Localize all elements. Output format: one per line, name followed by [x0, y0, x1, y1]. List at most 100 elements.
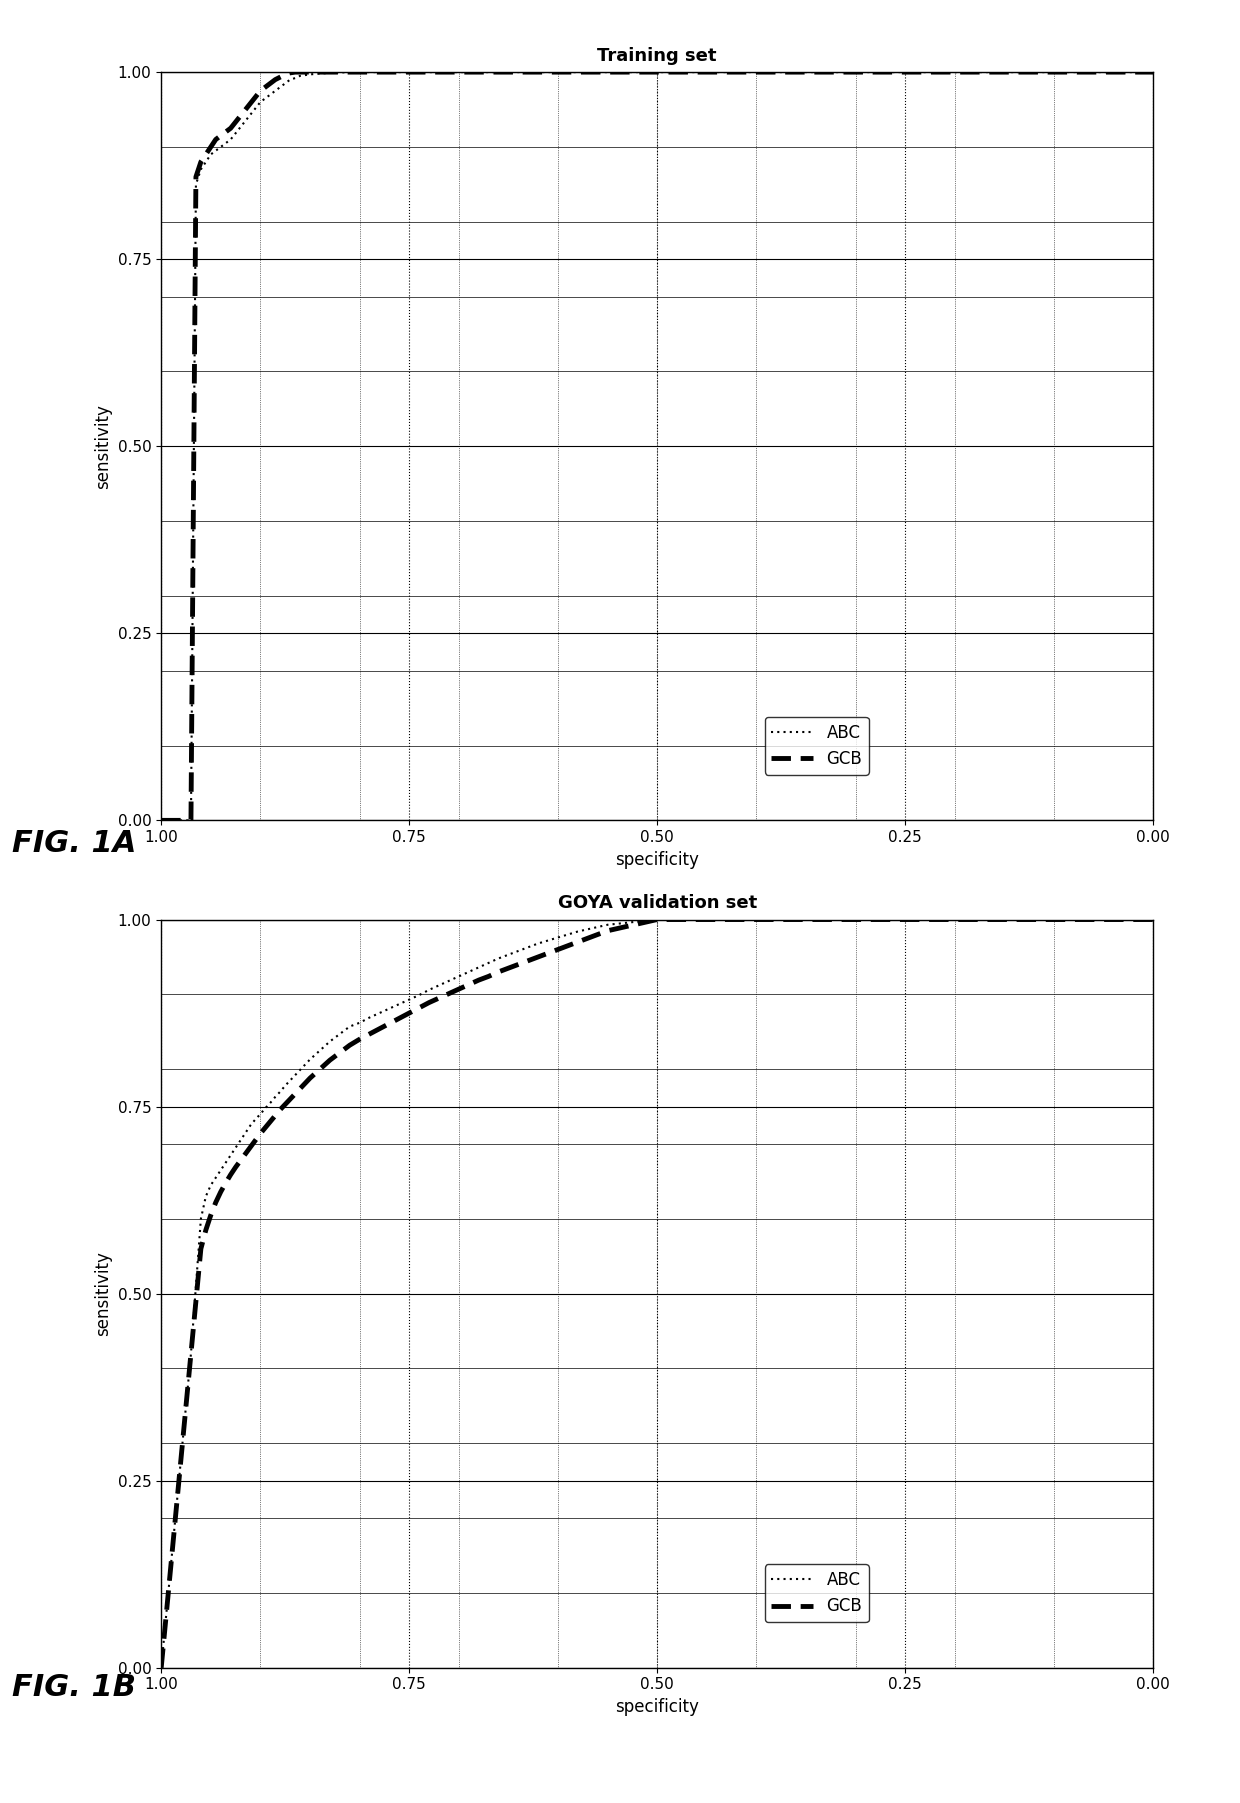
GCB	[193, 151, 208, 173]
ABC	[293, 65, 308, 87]
ABC	[650, 909, 665, 930]
ABC	[898, 61, 913, 83]
ABC	[392, 993, 407, 1015]
GCB	[238, 99, 253, 121]
ABC	[352, 61, 367, 83]
GCB	[1146, 909, 1161, 930]
GCB	[402, 61, 417, 83]
Line: GCB: GCB	[161, 920, 1153, 1668]
GCB	[223, 117, 238, 139]
ABC	[259, 87, 274, 108]
ABC	[255, 88, 270, 110]
GCB	[250, 83, 265, 105]
ABC	[274, 76, 289, 97]
GCB	[270, 67, 285, 88]
Y-axis label: sensitivity: sensitivity	[94, 1251, 112, 1336]
GCB	[229, 110, 244, 132]
ABC	[198, 151, 213, 173]
GCB	[213, 124, 228, 146]
ABC	[283, 69, 298, 90]
ABC	[551, 927, 565, 948]
ABC	[213, 135, 228, 157]
GCB	[650, 61, 665, 83]
ABC	[154, 810, 169, 831]
GCB	[226, 114, 241, 135]
GCB	[277, 65, 291, 87]
ABC	[288, 67, 303, 88]
ABC	[193, 159, 208, 180]
ABC	[236, 114, 250, 135]
ABC	[280, 70, 295, 92]
ABC	[188, 173, 203, 195]
GCB	[268, 69, 283, 90]
GCB	[263, 1111, 278, 1132]
X-axis label: specificity: specificity	[615, 851, 699, 869]
ABC	[263, 1093, 278, 1114]
ABC	[1146, 909, 1161, 930]
ABC	[342, 61, 357, 83]
ABC	[332, 61, 347, 83]
ABC	[208, 141, 223, 162]
ABC	[268, 79, 283, 101]
ABC	[241, 106, 255, 128]
ABC	[232, 117, 247, 139]
Legend: ABC, GCB: ABC, GCB	[765, 718, 869, 775]
GCB	[288, 61, 303, 83]
Text: FIG. 1A: FIG. 1A	[12, 829, 136, 858]
GCB	[259, 76, 274, 97]
ABC	[270, 78, 285, 99]
ABC	[243, 1114, 258, 1136]
ABC	[253, 92, 268, 114]
ABC	[238, 110, 253, 132]
GCB	[236, 103, 250, 124]
ABC	[322, 61, 337, 83]
GCB	[184, 810, 198, 831]
Line: ABC: ABC	[161, 920, 1153, 1668]
Legend: ABC, GCB: ABC, GCB	[765, 1565, 869, 1623]
Line: ABC: ABC	[161, 72, 1153, 820]
GCB	[262, 74, 277, 96]
GCB	[1146, 61, 1161, 83]
ABC	[332, 1022, 347, 1044]
GCB	[255, 78, 270, 99]
Line: GCB: GCB	[161, 72, 1153, 820]
GCB	[322, 61, 337, 83]
GCB	[188, 166, 203, 188]
GCB	[241, 96, 255, 117]
GCB	[198, 144, 213, 166]
ABC	[1146, 61, 1161, 83]
ABC	[226, 124, 241, 146]
Title: Training set: Training set	[598, 47, 717, 65]
GCB	[218, 121, 233, 142]
GCB	[203, 135, 218, 157]
GCB	[332, 1042, 347, 1064]
GCB	[232, 106, 247, 128]
ABC	[223, 128, 238, 150]
ABC	[277, 74, 291, 96]
GCB	[293, 61, 308, 83]
GCB	[154, 810, 169, 831]
ABC	[154, 1657, 169, 1679]
GCB	[352, 61, 367, 83]
GCB	[253, 79, 268, 101]
GCB	[283, 61, 298, 83]
GCB	[274, 65, 289, 87]
ABC	[650, 61, 665, 83]
ABC	[229, 121, 244, 142]
GCB	[244, 92, 259, 114]
ABC	[262, 85, 277, 106]
ABC	[184, 810, 198, 831]
GCB	[154, 1657, 169, 1679]
ABC	[208, 1167, 223, 1188]
Y-axis label: sensitivity: sensitivity	[94, 404, 112, 489]
ABC	[303, 63, 317, 85]
GCB	[243, 1136, 258, 1158]
Title: GOYA validation set: GOYA validation set	[558, 894, 756, 912]
ABC	[218, 132, 233, 153]
GCB	[208, 1192, 223, 1213]
Text: FIG. 1B: FIG. 1B	[12, 1673, 136, 1702]
GCB	[208, 128, 223, 150]
GCB	[303, 61, 317, 83]
GCB	[280, 63, 295, 85]
ABC	[402, 61, 417, 83]
